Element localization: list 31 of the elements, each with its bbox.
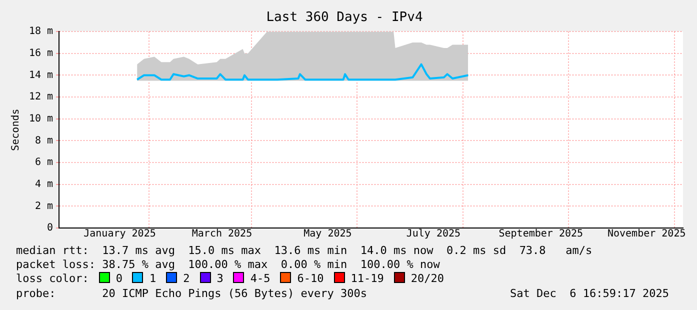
y-tick-label: 2 m	[35, 200, 54, 212]
text: packet loss: 38.75 % avg 100.00 % max 0.00 % min 100.00 % now	[16, 258, 440, 272]
x-tick-label: November 2025	[607, 228, 686, 240]
x-tick-label: May 2025	[304, 228, 352, 240]
x-tick-label: January 2025	[84, 228, 156, 240]
legend-label: 0	[116, 272, 122, 285]
legend-label: 20/20	[410, 272, 444, 285]
legend-label: 11-19	[350, 272, 384, 285]
text: median rtt: 13.7 ms avg 15.0 ms max 13.6 ms min 14.0 ms now 0.2 ms sd 73.8 am/s	[16, 244, 592, 258]
y-tick-label: 14 m	[28, 70, 54, 81]
y-tick-label: 16 m	[28, 48, 54, 60]
x-tick-label: July 2025	[406, 228, 461, 240]
y-tick-label: 6 m	[35, 157, 54, 168]
y-tick-label: 10 m	[28, 113, 54, 124]
legend-label: 6-10	[297, 272, 324, 285]
y-tick-label: 18 m	[28, 26, 54, 38]
text: Sat Dec 6 16:59:17 2025	[510, 287, 669, 301]
y-tick-label: 12 m	[28, 92, 54, 103]
y-tick-label: 0	[47, 222, 54, 234]
legend-label: 1	[149, 272, 156, 285]
y-tick-label: 8 m	[35, 135, 54, 146]
x-tick-label: September 2025	[498, 228, 584, 240]
x-tick-label: March 2025	[192, 228, 252, 240]
chart-title: Last 360 Days - IPv4	[266, 10, 423, 26]
text: probe: 20 ICMP Echo Pings (56 Bytes) every 300s	[16, 287, 367, 301]
legend-label: 4-5	[250, 272, 270, 285]
y-axis-title: Seconds	[10, 108, 22, 151]
legend-label: 3	[216, 272, 224, 285]
legend-label: 2	[183, 272, 190, 285]
legend-title: loss color:	[16, 272, 89, 285]
y-tick-label: 4 m	[35, 178, 54, 190]
